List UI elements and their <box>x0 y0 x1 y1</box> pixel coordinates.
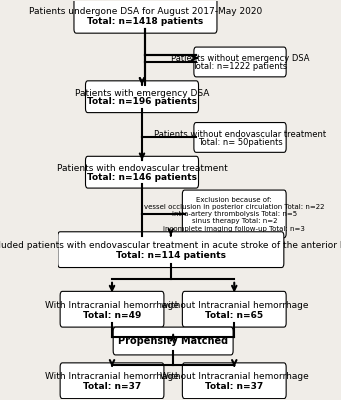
Text: Total: n=196 patients: Total: n=196 patients <box>87 98 197 106</box>
Text: Patients without emergency DSA: Patients without emergency DSA <box>171 54 309 63</box>
Text: Total: n=1418 patients: Total: n=1418 patients <box>87 17 204 26</box>
Text: without Intracranial hemorrhage: without Intracranial hemorrhage <box>161 300 308 310</box>
Text: Total: n=1222 patients: Total: n=1222 patients <box>192 62 288 71</box>
Text: Total: n=65: Total: n=65 <box>205 311 263 320</box>
Text: Exclusion because of:: Exclusion because of: <box>196 197 272 203</box>
Text: Total: n= 50patients: Total: n= 50patients <box>198 138 282 147</box>
FancyBboxPatch shape <box>60 291 164 327</box>
FancyBboxPatch shape <box>60 363 164 399</box>
FancyBboxPatch shape <box>182 190 286 238</box>
Text: Total: n=114 patients: Total: n=114 patients <box>116 251 226 260</box>
FancyBboxPatch shape <box>86 81 198 113</box>
Text: Patients undergone DSA for August 2017-May 2020: Patients undergone DSA for August 2017-M… <box>29 7 262 16</box>
Text: vessel occlusion in posterior circulation Total: n=22: vessel occlusion in posterior circulatio… <box>144 204 325 210</box>
Text: Total: n=146 patients: Total: n=146 patients <box>87 173 197 182</box>
FancyBboxPatch shape <box>182 363 286 399</box>
Text: With Intracranial hemorrhage: With Intracranial hemorrhage <box>45 372 179 381</box>
Text: With Intracranial hemorrhage: With Intracranial hemorrhage <box>45 300 179 310</box>
Text: Without Intracranial hemorrhage: Without Intracranial hemorrhage <box>160 372 309 381</box>
FancyBboxPatch shape <box>74 0 217 33</box>
FancyBboxPatch shape <box>86 156 198 188</box>
FancyBboxPatch shape <box>182 291 286 327</box>
Text: Propensity Matched: Propensity Matched <box>118 336 228 346</box>
Text: Patients with emergency DSA: Patients with emergency DSA <box>75 89 209 98</box>
Text: Patients with endovascular treatment: Patients with endovascular treatment <box>57 164 227 173</box>
Text: Patients without endovascular treatment: Patients without endovascular treatment <box>154 130 326 139</box>
FancyBboxPatch shape <box>58 232 284 268</box>
FancyBboxPatch shape <box>194 47 286 77</box>
Text: Total: n=37: Total: n=37 <box>205 382 263 391</box>
FancyBboxPatch shape <box>113 327 233 355</box>
Text: incomplete imaging follow-up Total: n=3: incomplete imaging follow-up Total: n=3 <box>163 226 305 232</box>
Text: Total: n=49: Total: n=49 <box>83 311 141 320</box>
Text: Total: n=37: Total: n=37 <box>83 382 141 391</box>
Text: Included patients with endovascular treatment in acute stroke of the anterior LV: Included patients with endovascular trea… <box>0 241 341 250</box>
Text: sinus therapy Total: n=2: sinus therapy Total: n=2 <box>192 218 277 224</box>
Text: intra-artery thrombolysis Total: n=5: intra-artery thrombolysis Total: n=5 <box>172 211 297 217</box>
FancyBboxPatch shape <box>194 122 286 152</box>
